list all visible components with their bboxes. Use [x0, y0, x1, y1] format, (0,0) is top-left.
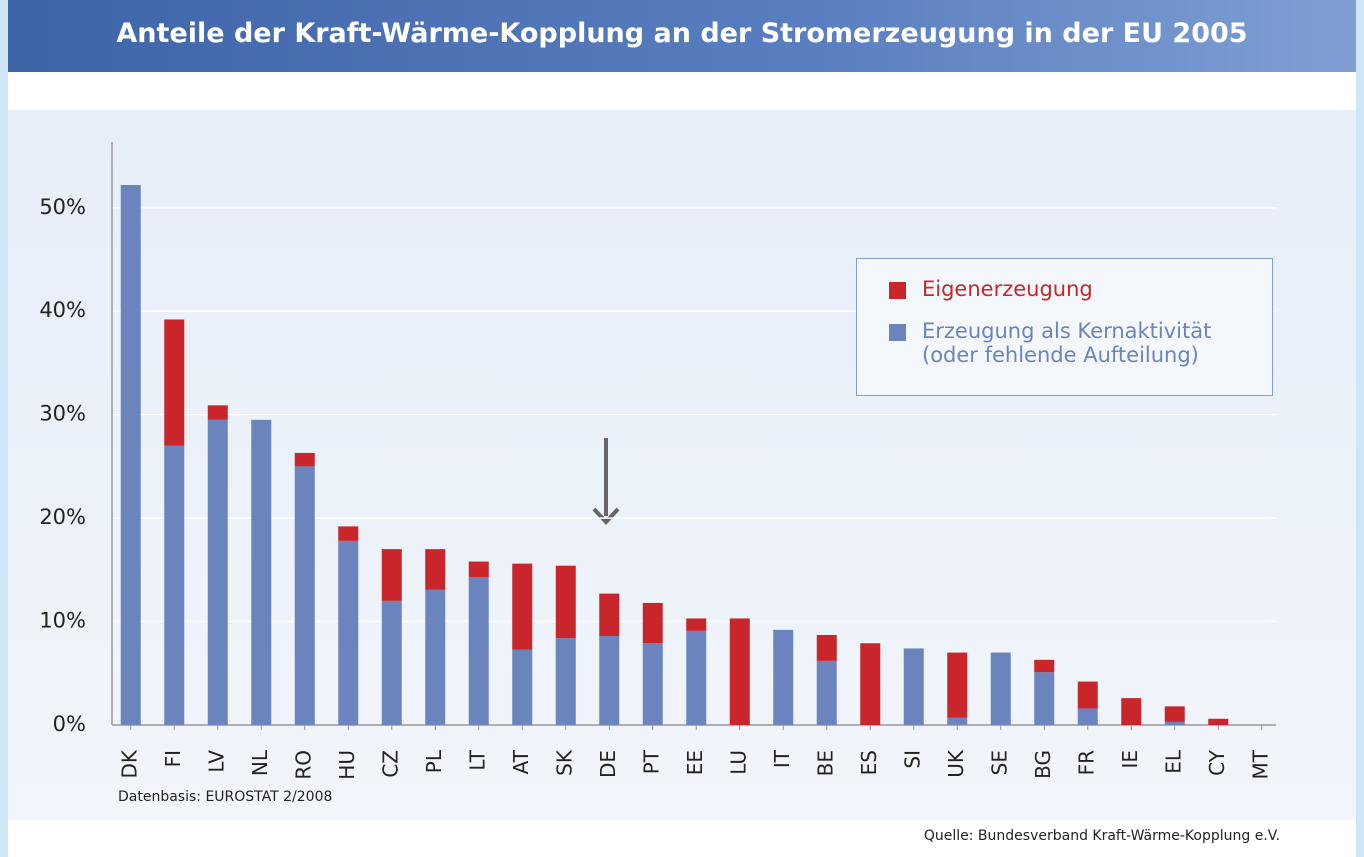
bar-segment: [1077, 708, 1098, 725]
y-tick-label: 20%: [39, 505, 86, 529]
legend-item: Eigenerzeugung: [889, 277, 1093, 301]
x-tick-label: SI: [900, 750, 924, 769]
x-tick-label: PL: [422, 749, 446, 773]
legend-label: Erzeugung als Kernaktivität (oder fehlen…: [922, 319, 1212, 367]
bar-segment: [207, 405, 228, 420]
x-tick-label: HU: [335, 750, 359, 780]
header: Anteile der Kraft-Wärme-Kopplung an der …: [8, 0, 1356, 72]
y-tick-label: 10%: [39, 609, 86, 633]
bar-segment: [686, 630, 707, 725]
x-tick-label: NL: [248, 749, 272, 776]
bar-segment: [947, 652, 968, 718]
bar-segment: [860, 643, 881, 725]
x-tick-label: ES: [857, 750, 881, 775]
x-tick-label: CZ: [378, 750, 402, 778]
x-tick-label: CY: [1205, 749, 1229, 776]
y-tick-label: 30%: [39, 402, 86, 426]
bar-segment: [1164, 706, 1185, 722]
legend-item: Erzeugung als Kernaktivität (oder fehlen…: [889, 319, 1229, 367]
bar-segment: [729, 618, 750, 725]
bar-segment: [599, 636, 620, 725]
bar-segment: [686, 618, 707, 631]
legend-label: Eigenerzeugung: [922, 277, 1093, 301]
x-tick-label: DK: [117, 749, 141, 778]
bar-segment: [425, 589, 446, 725]
bar-segment: [642, 643, 663, 725]
legend: Eigenerzeugung Erzeugung als Kernaktivit…: [856, 258, 1273, 396]
legend-swatch: [889, 324, 906, 341]
x-tick-label: LV: [204, 750, 228, 773]
bar-segment: [816, 660, 837, 725]
bar-segment: [773, 629, 794, 725]
x-tick-label: SK: [552, 749, 576, 776]
bar-segment: [468, 561, 489, 578]
bar-segment: [381, 600, 402, 725]
bar-segment: [120, 185, 141, 725]
x-tick-label: DE: [596, 750, 620, 778]
source: Quelle: Bundesverband Kraft-Wärme-Kopplu…: [923, 828, 1280, 844]
bar-segment: [164, 445, 185, 725]
x-tick-label: UK: [944, 749, 968, 778]
bar-segment: [1121, 698, 1142, 725]
x-tick-label: FR: [1074, 750, 1098, 776]
x-tick-label: FI: [161, 750, 185, 767]
bar-segment: [512, 563, 533, 650]
bar-segment: [338, 526, 359, 541]
x-tick-label: LT: [465, 749, 489, 770]
bar-segment: [903, 648, 924, 725]
x-tick-label: LU: [726, 750, 750, 775]
x-tick-label: EL: [1161, 749, 1185, 774]
x-tick-label: BE: [813, 750, 837, 776]
x-tick-label: RO: [291, 750, 315, 780]
x-tick-label: BG: [1031, 750, 1055, 779]
x-tick-label: SE: [987, 750, 1011, 775]
bar-segment: [338, 540, 359, 725]
bar-segment: [294, 452, 315, 467]
bar-segment: [1077, 681, 1098, 709]
x-tick-label: PT: [639, 749, 663, 774]
x-tick-label: AT: [509, 749, 533, 774]
bar-segment: [1034, 659, 1055, 673]
arrow: [592, 438, 620, 525]
bar-segment: [164, 319, 185, 446]
bar-segment: [468, 577, 489, 725]
bar-segment: [555, 565, 576, 639]
x-tick-label: IE: [1118, 750, 1142, 769]
y-tick-label: 50%: [39, 195, 86, 219]
bar-segment: [990, 652, 1011, 725]
bar-segment: [1164, 721, 1185, 725]
bar-segment: [381, 549, 402, 601]
bar-segment: [1034, 672, 1055, 725]
note: Datenbasis: EUROSTAT 2/2008: [118, 789, 333, 805]
y-tick-label: 0%: [53, 712, 86, 736]
x-tick-label: EE: [683, 750, 707, 775]
bar-segment: [207, 419, 228, 725]
legend-swatch: [889, 282, 906, 299]
chart-title: Anteile der Kraft-Wärme-Kopplung an der …: [116, 18, 1248, 49]
x-tick-label: MT: [1248, 749, 1272, 779]
bar-segment: [642, 602, 663, 644]
bar-segment: [425, 549, 446, 590]
bar-segment: [1208, 718, 1229, 725]
bar-segment: [555, 638, 576, 725]
bar-segment: [947, 717, 968, 725]
bar-segment: [512, 649, 533, 725]
bar-segment: [251, 419, 272, 725]
bar-segment: [294, 466, 315, 725]
bar-segment: [816, 635, 837, 661]
bar-segment: [599, 593, 620, 637]
x-tick-label: IT: [770, 749, 794, 768]
y-tick-label: 40%: [39, 298, 86, 322]
